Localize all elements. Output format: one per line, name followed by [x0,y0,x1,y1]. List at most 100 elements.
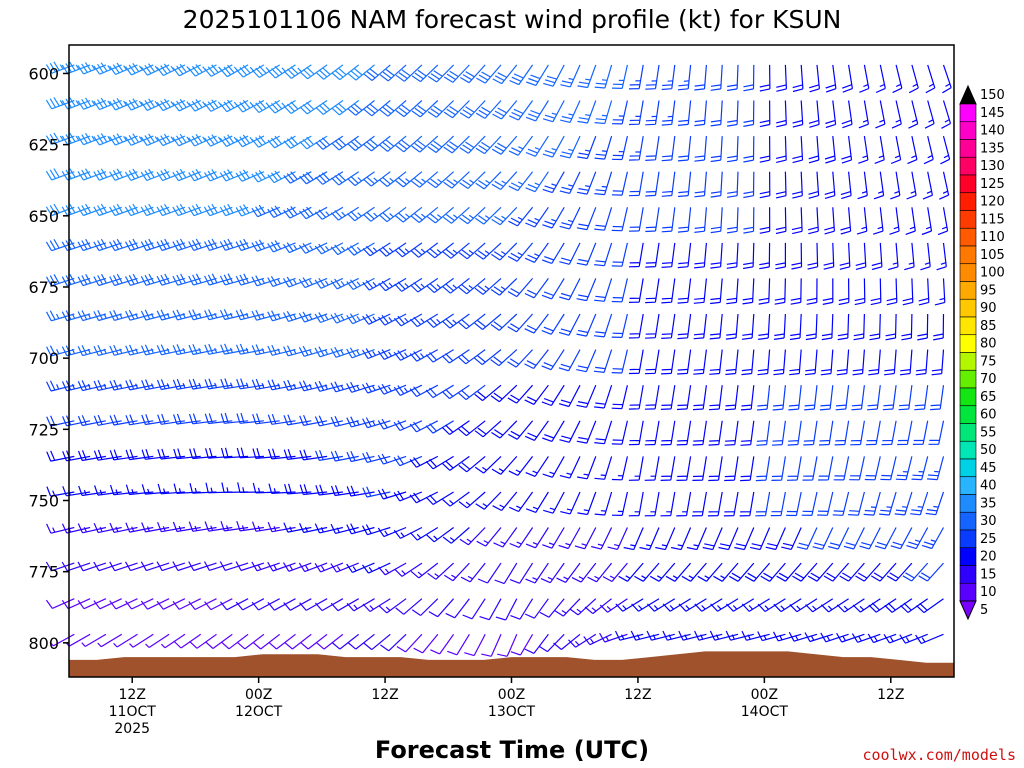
wind-barb [542,100,565,123]
wind-barb [741,630,770,641]
wind-barb [363,64,391,81]
wind-barb [692,385,707,411]
wind-barb [839,562,865,582]
wind-barb [541,349,565,371]
wind-barb [558,384,581,408]
wind-barb [645,278,660,304]
wind-barb [145,633,170,649]
wind-barb [883,633,913,644]
wind-barb [836,632,865,643]
wind-barb [931,349,945,376]
wind-barb [426,206,454,224]
wind-barb [251,239,280,252]
wind-barb [204,521,233,532]
wind-barb [645,207,660,233]
wind-barb [346,347,375,359]
wind-barb [45,310,75,322]
colorbar-label: 60 [980,408,997,423]
wind-barb [330,598,360,612]
colorbar-label: 150 [980,88,1005,103]
wind-barb [507,349,534,368]
wind-barb [873,207,884,235]
wind-barb [895,456,913,481]
wind-barb [634,562,660,582]
wind-barb [188,134,217,147]
wind-barb [283,99,312,115]
credit-text[interactable]: coolwx.com/models [862,746,1016,764]
wind-barb [492,491,518,512]
wind-barb [710,278,723,305]
wind-barb [425,455,454,470]
wind-barb [140,168,170,182]
wind-barb [611,64,628,89]
wind-barb [442,491,470,507]
wind-barb [188,598,217,611]
wind-barb [577,64,597,89]
wind-barb [818,456,834,481]
wind-barb [428,598,455,618]
wind-barb [125,414,154,426]
wind-barb [346,485,375,497]
wind-barb [299,100,328,115]
wind-barb [614,630,644,641]
wind-barb [870,562,897,582]
wind-barb [655,527,676,551]
wind-barb [740,385,755,411]
colorbar-label: 20 [980,550,997,565]
colorbar-bottom-arrow [959,600,977,621]
wind-barb [409,526,439,541]
wind-barb [459,171,486,189]
colorbar: 5 10 15 20 25 30 35 40 45 50 55 60 65 70 75 80 85 90 95 100… [959,84,1005,621]
wind-barb [235,561,265,572]
wind-barb [726,242,739,269]
wind-barb [611,491,628,516]
wind-barb [93,522,122,534]
wind-barb [172,344,201,356]
wind-barb [283,598,312,611]
colorbar-label: 65 [980,390,997,405]
wind-barb [906,527,929,550]
wind-barb [109,309,138,321]
wind-barb [710,598,739,612]
wind-barb [743,136,755,163]
wind-barb [410,242,439,258]
wind-barb [611,456,628,481]
wind-barb [508,135,534,156]
wind-barb [331,171,360,186]
colorbar-swatch [959,156,977,176]
wind-barb [491,171,518,191]
wind-barb [661,100,676,126]
wind-barb [677,100,692,126]
wind-barb [628,171,644,197]
wind-barb [410,277,439,293]
wind-barb [493,527,518,548]
wind-barb [792,64,804,93]
wind-barb [694,630,723,641]
x-axis-label: Forecast Time (UTC) [375,736,649,764]
wind-barb [299,484,328,496]
wind-barb [113,633,138,648]
wind-barb [808,136,820,164]
wind-barb [315,64,344,80]
wind-barb [93,97,122,111]
wind-barb [898,385,913,411]
wind-barb [464,634,486,657]
y-axis: 600 625 650 675 700 725 750 775 800 [28,64,69,653]
wind-barb [362,598,391,613]
wind-barb [796,527,818,550]
wind-barb [204,273,233,286]
wind-barb [789,313,802,341]
wind-barb [459,206,486,225]
wind-barb [694,136,707,162]
colorbar-label: 95 [980,283,997,298]
wind-barb [757,631,786,642]
colorbar-swatch [959,210,977,229]
y-tick-label: 775 [28,563,59,582]
wind-barb [525,206,549,228]
wind-barb [475,135,502,155]
wind-barb [77,523,107,534]
wind-barb [235,169,265,182]
wind-barb [77,380,107,392]
wind-barb [709,630,739,641]
wind-barb [362,206,391,222]
